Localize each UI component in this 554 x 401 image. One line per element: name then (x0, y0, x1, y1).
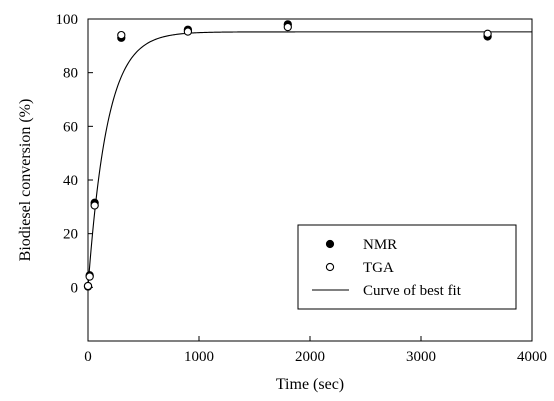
legend-tga-label: TGA (363, 260, 394, 276)
y-tick-label-2: 40 (63, 173, 78, 189)
tga-point-4 (183, 27, 193, 36)
tga-point-2 (90, 201, 99, 210)
y-tick-label-4: 80 (63, 66, 78, 82)
legend-tga-marker (325, 262, 335, 272)
y-tick-label-3: 60 (63, 119, 78, 135)
best-fit-curve (87, 31, 532, 288)
x-axis-label: Time (sec) (276, 376, 344, 393)
y-tick-label-0: 0 (71, 280, 79, 296)
y-axis-ticks: 0 20 40 60 80 100 (56, 12, 93, 296)
x-tick-label-2: 2000 (295, 349, 325, 365)
x-axis-ticks: 0 1000 2000 3000 4000 (84, 336, 547, 365)
legend-fit-label: Curve of best fit (363, 283, 462, 299)
tga-point-1 (85, 272, 94, 281)
x-tick-label-4: 4000 (517, 349, 547, 365)
x-tick-label-0: 0 (84, 349, 92, 365)
tga-point-0 (83, 281, 93, 291)
legend-nmr-marker (325, 239, 335, 249)
data-points (83, 20, 492, 291)
legend-nmr-label: NMR (363, 237, 397, 253)
x-tick-label-3: 3000 (406, 349, 436, 365)
y-axis-label: Biodiesel conversion (%) (17, 99, 34, 262)
legend: NMR TGA Curve of best fit (297, 224, 517, 310)
x-tick-label-1: 1000 (184, 349, 214, 365)
y-tick-label-5: 100 (56, 12, 79, 28)
tga-point-3 (117, 30, 126, 40)
y-tick-label-1: 20 (63, 227, 78, 243)
legend-box (297, 224, 517, 310)
tga-point-5 (283, 22, 292, 32)
tga-point-6 (483, 29, 492, 38)
